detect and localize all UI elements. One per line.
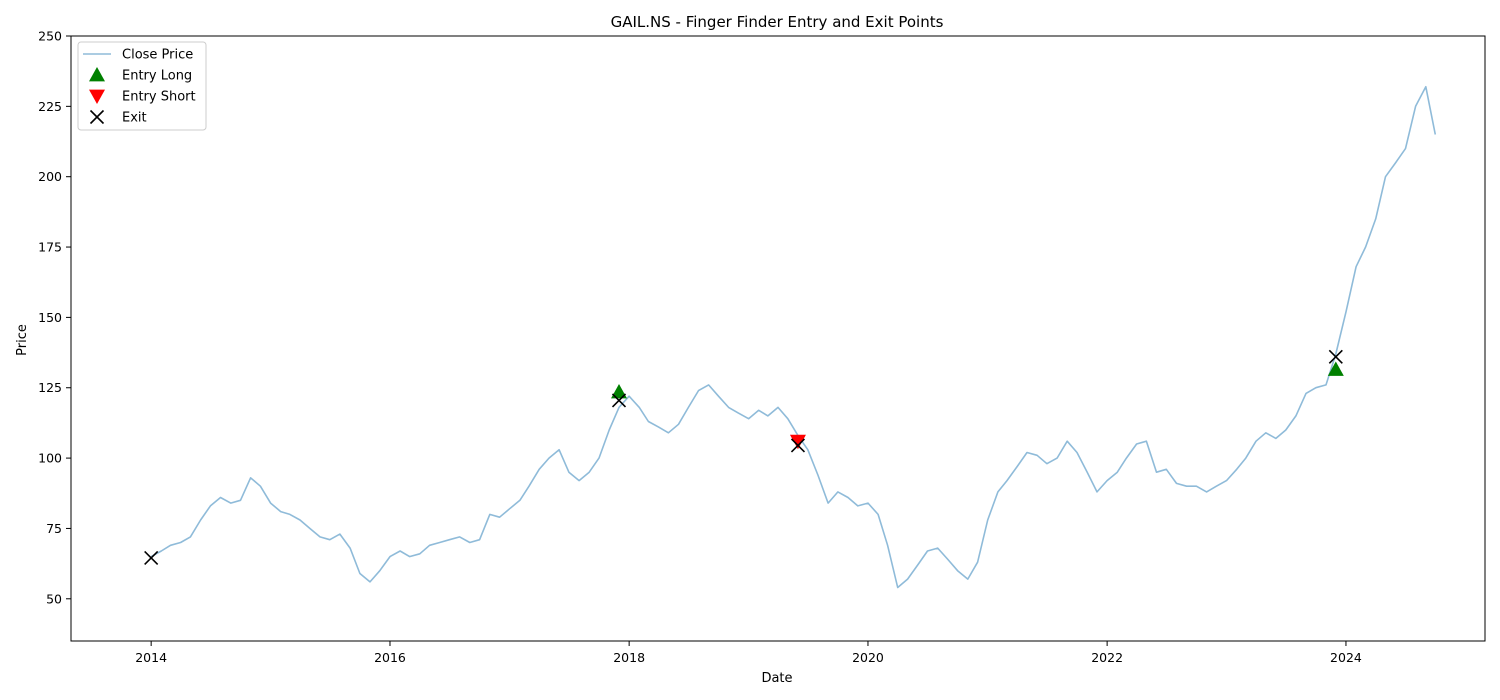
plot-frame [70, 35, 1486, 642]
legend: Close Price Entry Long Entry Short Exit [77, 41, 207, 131]
exit-marker [1328, 349, 1343, 364]
y-tick-label: 125 [38, 380, 62, 395]
chart-title: GAIL.NS - Finger Finder Entry and Exit P… [611, 13, 944, 31]
legend-label: Entry Long [122, 69, 192, 84]
legend-label: Exit [122, 111, 147, 126]
exit-marker-stroke [144, 550, 159, 566]
y-tick-label: 200 [38, 169, 62, 184]
exit-marker-stroke [790, 438, 806, 453]
x-tick-label: 2014 [135, 650, 167, 665]
y-tick-label: 100 [38, 451, 62, 466]
entry-short-marker [789, 434, 806, 450]
exit-marker [144, 550, 159, 566]
x-tick-label: 2024 [1330, 650, 1362, 665]
legend-swatch-entry-long [89, 67, 105, 82]
entry-long-marker [610, 383, 627, 399]
exit-marker-stroke [611, 393, 627, 408]
legend-label: Close Price [122, 48, 193, 63]
legend-label: Entry Short [122, 90, 196, 105]
x-tick-label: 2022 [1091, 650, 1123, 665]
exit-marker-stroke [1328, 349, 1343, 364]
exit-marker [611, 393, 627, 408]
exit-marker [790, 438, 806, 453]
legend-box [77, 41, 207, 131]
y-tick-label: 50 [46, 591, 62, 606]
legend-swatch-exit [89, 109, 105, 125]
y-tick-label: 150 [38, 310, 62, 325]
x-tick-label: 2018 [613, 650, 645, 665]
x-tick-label: 2020 [852, 650, 884, 665]
legend-swatch-entry-short [89, 89, 105, 104]
plot-area: 2014 2016 2018 2020 2022 2024 50 75 100 125 150 175… [38, 29, 1486, 665]
y-tick-label: 225 [38, 99, 62, 114]
x-tick-label: 2016 [374, 650, 406, 665]
close-price-line [150, 85, 1437, 589]
x-axis-label: Date [761, 671, 792, 686]
y-tick-label: 250 [38, 29, 62, 44]
y-tick-label: 75 [46, 521, 62, 536]
entry-long-marker [1327, 361, 1344, 376]
y-tick-label: 175 [38, 240, 62, 255]
y-axis-label: Price [15, 324, 30, 356]
exit-marker-stroke [89, 109, 105, 125]
